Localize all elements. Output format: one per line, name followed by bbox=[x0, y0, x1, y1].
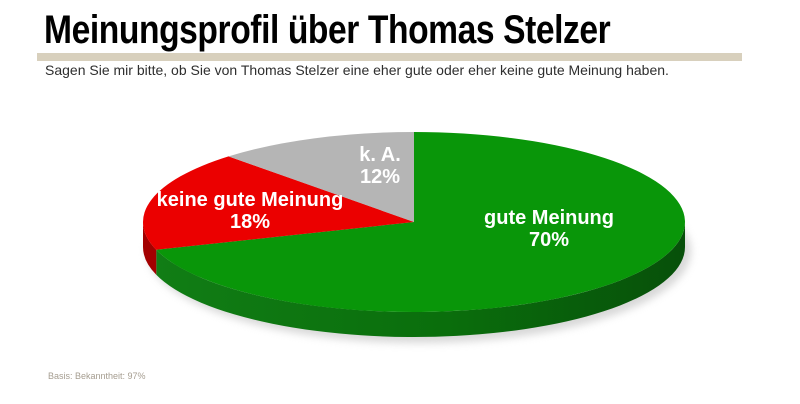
slice-percent: 70% bbox=[528, 229, 570, 251]
slice-label-gute-meinung: gute Meinung 70% bbox=[484, 207, 614, 251]
slice-name: gute Meinung bbox=[484, 207, 614, 229]
page-title: Meinungsprofil über Thomas Stelzer bbox=[44, 8, 611, 52]
pie-slice-k-a bbox=[228, 132, 414, 222]
survey-question: Sagen Sie mir bitte, ob Sie von Thomas S… bbox=[45, 62, 669, 78]
title-underline-bar bbox=[37, 53, 742, 61]
pie-side-gute-meinung bbox=[156, 222, 685, 338]
pie-side-keine-gute-meinung bbox=[142, 222, 157, 275]
slice-percent: 18% bbox=[229, 211, 271, 233]
pie-chart: gute Meinung 70% keine gute Meinung 18% … bbox=[0, 95, 800, 365]
pie-slice-gute-meinung bbox=[156, 132, 685, 313]
slice-name: k. A. bbox=[359, 144, 401, 166]
slice-label-ka: k. A. 12% bbox=[359, 144, 401, 188]
basis-note: Basis: Bekanntheit: 97% bbox=[48, 371, 146, 381]
slice-percent: 12% bbox=[359, 166, 401, 188]
pie-chart-canvas bbox=[142, 132, 691, 343]
pie-slice-keine-gute-meinung bbox=[142, 156, 414, 250]
slice-name: keine gute Meinung bbox=[156, 189, 344, 211]
slice-label-keine-gute-meinung: keine gute Meinung 18% bbox=[157, 189, 344, 233]
